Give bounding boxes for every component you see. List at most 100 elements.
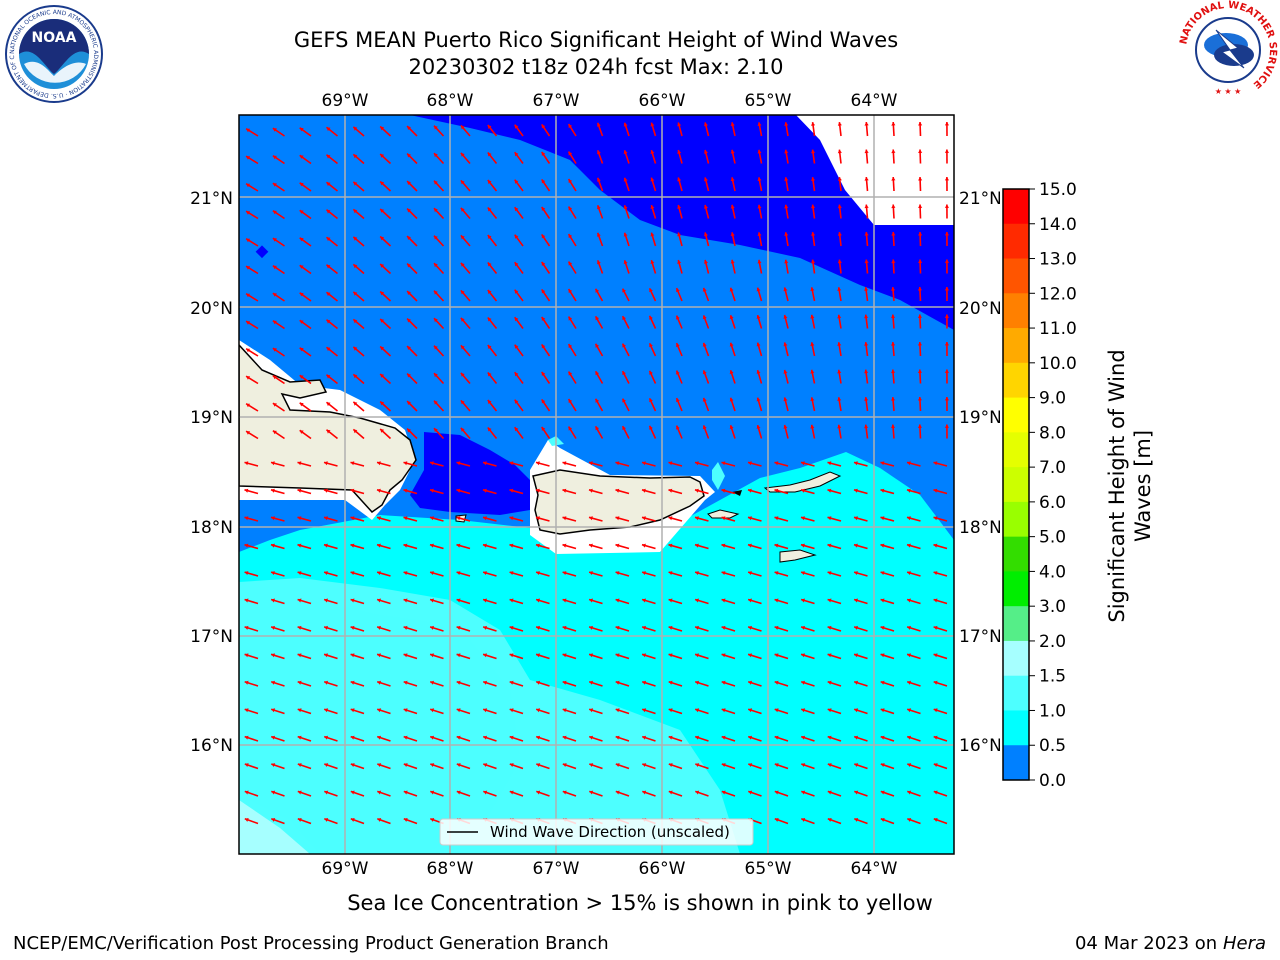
lon-label-top: 64°W <box>851 91 898 111</box>
colorbar-tick-label: 12.0 <box>1039 284 1077 304</box>
wind-wave-arrowhead <box>562 488 567 493</box>
wind-wave-arrowhead <box>933 790 938 795</box>
wind-wave-arrowhead <box>272 210 277 215</box>
wind-wave-arrowhead <box>377 735 382 740</box>
wind-wave-arrowhead <box>917 424 922 428</box>
wind-wave-arrowhead <box>350 735 355 740</box>
wind-wave-arrowhead <box>721 461 726 466</box>
wind-wave-arrowhead <box>536 653 540 658</box>
wind-wave-arrowhead <box>430 571 434 575</box>
wind-wave-arrowhead <box>589 543 593 548</box>
wind-wave-arrowhead <box>623 205 628 210</box>
wind-wave-arrowhead <box>668 488 673 493</box>
wind-wave-arrowhead <box>589 598 593 603</box>
wind-wave-arrowhead <box>434 153 438 158</box>
wind-wave-arrowhead <box>642 653 646 658</box>
colorbar-swatch <box>1003 397 1029 433</box>
wind-wave-arrowhead <box>702 315 707 320</box>
wind-wave-arrowhead <box>864 287 869 291</box>
wind-wave-arrowhead <box>854 461 858 466</box>
wind-wave-arrowhead <box>649 425 653 430</box>
noaa-logo-icon: NATIONAL OCEANIC AND ATMOSPHERIC ADMINIS… <box>4 4 103 103</box>
wind-wave-arrowhead <box>642 625 646 630</box>
wind-wave-arrowhead <box>702 287 707 292</box>
colorbar-label-line1: Significant Height of Wind <box>1105 349 1129 622</box>
wind-wave-arrowhead <box>704 259 708 264</box>
wind-wave-arrowhead <box>748 516 752 521</box>
wind-wave-arrowhead <box>568 399 573 404</box>
wind-wave-arrowhead <box>380 264 385 268</box>
wind-wave-arrowhead <box>801 488 805 493</box>
wind-wave-arrowhead <box>456 735 461 740</box>
wind-wave-arrowhead <box>377 488 381 493</box>
wind-wave-arrowhead <box>326 402 331 407</box>
colorbar-tick-label: 13.0 <box>1039 250 1077 270</box>
wind-wave-arrowhead <box>721 735 726 740</box>
wind-wave-arrowhead <box>801 790 806 795</box>
wind-wave-arrowhead <box>562 516 567 521</box>
wind-wave-arrowhead <box>933 516 938 521</box>
wind-wave-arrowhead <box>774 680 779 685</box>
colorbar-swatch <box>1003 328 1029 364</box>
wind-wave-arrowhead <box>623 122 628 127</box>
wind-wave-arrowhead <box>933 625 938 630</box>
wind-wave-arrowhead <box>880 763 885 767</box>
wind-wave-arrowhead <box>562 571 567 575</box>
wind-wave-arrowhead <box>460 235 465 240</box>
wind-wave-arrowhead <box>297 790 302 795</box>
lon-label-bottom: 68°W <box>427 859 474 879</box>
wind-wave-arrowhead <box>774 571 779 575</box>
wind-wave-arrowhead <box>676 425 680 430</box>
wind-wave-arrowhead <box>695 488 699 493</box>
wind-wave-arrowhead <box>756 425 761 429</box>
wind-wave-arrowhead <box>297 680 302 685</box>
wind-wave-arrowhead <box>695 571 699 575</box>
wind-wave-arrowhead <box>642 543 646 548</box>
wind-wave-arrowhead <box>326 264 331 269</box>
colorbar-label: Significant Height of Wind Waves [m] <box>1100 186 1160 786</box>
wind-wave-arrowhead <box>721 516 726 521</box>
lon-label-bottom: 67°W <box>533 859 580 879</box>
colorbar-tick-label: 5.0 <box>1039 528 1066 548</box>
lat-label-left: 16°N <box>190 736 233 756</box>
wind-wave-arrowhead <box>668 735 673 740</box>
wind-wave-arrowhead <box>907 735 912 740</box>
wind-wave-arrowhead <box>597 205 601 210</box>
wind-wave-arrowhead <box>589 790 594 795</box>
wind-wave-arrowhead <box>568 151 573 156</box>
wind-wave-arrowhead <box>297 818 302 822</box>
wind-wave-arrowhead <box>514 262 519 267</box>
wind-wave-arrowhead <box>597 122 601 127</box>
wind-wave-arrowhead <box>891 369 896 374</box>
wind-wave-arrowhead <box>837 204 842 209</box>
wind-wave-arrowhead <box>297 543 302 548</box>
wind-wave-arrowhead <box>880 735 885 740</box>
wind-wave-arrowhead <box>783 397 788 402</box>
wind-wave-arrowhead <box>891 149 896 154</box>
wind-wave-arrowhead <box>827 598 832 603</box>
wind-wave-arrowhead <box>615 763 620 767</box>
wind-wave-arrowhead <box>380 154 385 158</box>
wind-wave-arrowhead <box>430 543 434 548</box>
colorbar-tick-label: 0.5 <box>1039 736 1066 756</box>
wind-wave-arrowhead <box>774 516 779 521</box>
wind-wave-arrowhead <box>456 708 461 713</box>
wind-wave-arrowhead <box>380 126 385 131</box>
wind-wave-arrowhead <box>487 317 492 322</box>
wind-wave-arrowhead <box>811 232 816 236</box>
wind-wave-arrowhead <box>837 424 842 429</box>
wind-wave-arrowhead <box>456 571 461 575</box>
wind-wave-arrowhead <box>595 288 600 293</box>
nws-logo-icon: NATIONAL WEATHER SERVICE ★ ★ ★ <box>1178 0 1278 98</box>
wind-wave-arrowhead <box>487 180 492 184</box>
wind-wave-arrowhead <box>541 151 546 156</box>
wind-wave-arrowhead <box>562 790 567 795</box>
wind-wave-arrowhead <box>244 625 249 630</box>
wind-wave-arrowhead <box>801 516 805 521</box>
wind-wave-arrowhead <box>353 181 358 186</box>
wind-wave-arrowhead <box>595 371 600 376</box>
wind-wave-arrowhead <box>907 625 911 630</box>
wind-wave-arrowhead <box>623 260 628 265</box>
wind-wave-arrowhead <box>541 179 546 184</box>
wind-wave-arrowhead <box>622 316 626 320</box>
